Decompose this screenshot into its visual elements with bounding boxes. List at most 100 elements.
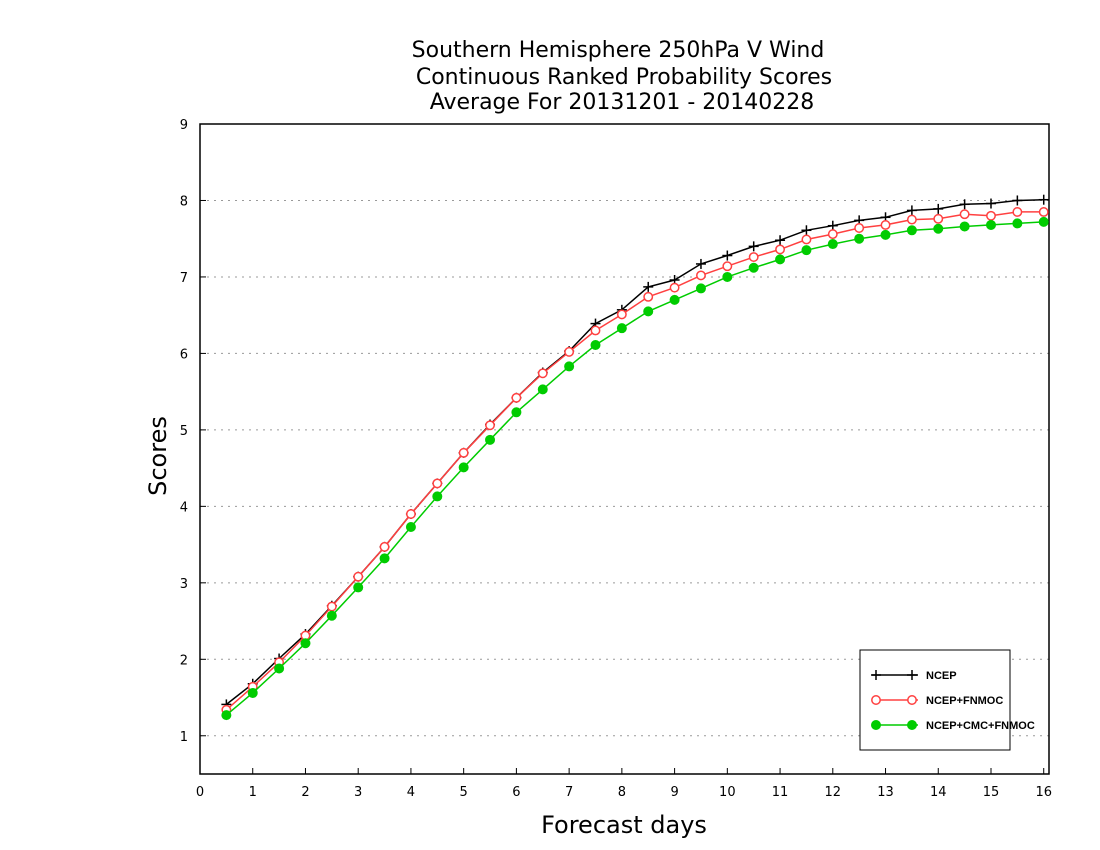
data-point <box>985 219 996 230</box>
data-point <box>669 282 680 293</box>
data-point <box>775 235 786 246</box>
x-tick-label: 12 <box>825 785 842 800</box>
data-point <box>511 407 522 418</box>
data-point <box>880 229 891 240</box>
data-point <box>906 205 917 216</box>
x-tick-label: 7 <box>565 785 573 800</box>
legend-label: NCEP+CMC+FNMOC <box>926 720 1035 732</box>
data-point <box>695 283 706 294</box>
data-point <box>748 241 759 252</box>
x-tick-label: 9 <box>670 785 678 800</box>
y-tick-label: 6 <box>180 347 188 362</box>
data-point <box>1038 194 1049 205</box>
data-point <box>405 522 416 532</box>
y-tick-label: 1 <box>180 730 188 745</box>
legend-entry: NCEP+FNMOC <box>871 695 1003 707</box>
data-point <box>1012 218 1023 229</box>
series-ncep <box>221 194 1049 710</box>
series-ncep-fnmoc <box>221 206 1049 715</box>
data-point <box>247 687 258 698</box>
data-point <box>300 638 311 649</box>
y-tick-label: 7 <box>180 271 188 286</box>
data-point <box>933 223 944 234</box>
legend-entry: NCEP <box>871 670 957 682</box>
data-point <box>353 571 364 582</box>
y-tick-label: 4 <box>180 500 188 515</box>
chart-title-line-3: Average For 20131201 - 20140228 <box>430 90 815 115</box>
x-axis-ticks: 0 1 2 3 4 5 6 7 8 9 10 11 12 13 14 15 16 <box>196 768 1052 800</box>
y-tick-label: 9 <box>180 118 188 133</box>
x-tick-label: 3 <box>354 785 362 800</box>
series-ncep-cmc-fnmoc <box>221 216 1049 721</box>
y-tick-label: 5 <box>180 424 188 439</box>
y-axis-ticks: 1 2 3 4 5 6 7 8 9 <box>180 118 206 745</box>
data-point <box>748 262 759 273</box>
data-point <box>933 203 944 214</box>
x-tick-label: 13 <box>877 785 894 800</box>
data-point <box>485 420 495 431</box>
data-point <box>827 239 838 250</box>
plot-area-frame <box>199 123 1050 775</box>
x-tick-label: 15 <box>983 785 1000 800</box>
data-point <box>748 252 759 263</box>
legend-marker <box>907 670 917 680</box>
data-point <box>959 221 970 232</box>
data-point <box>458 462 469 473</box>
data-point <box>986 210 996 221</box>
data-point <box>1038 216 1049 227</box>
x-tick-label: 14 <box>930 785 947 800</box>
data-point <box>485 434 496 445</box>
data-point <box>326 610 337 621</box>
legend-marker <box>907 720 917 730</box>
data-point <box>906 214 917 225</box>
data-point <box>722 271 733 282</box>
x-tick-label: 5 <box>460 785 468 800</box>
y-tick-label: 8 <box>180 194 188 209</box>
data-point <box>933 213 944 224</box>
x-tick-label: 2 <box>301 785 309 800</box>
series-line <box>225 198 1044 705</box>
series-lines <box>221 194 1049 721</box>
legend-label: NCEP <box>926 670 957 682</box>
x-tick-label: 6 <box>512 785 520 800</box>
data-point <box>511 392 522 403</box>
legend-label: NCEP+FNMOC <box>926 695 1003 707</box>
data-point <box>326 601 337 612</box>
x-tick-label: 8 <box>618 785 626 800</box>
data-point <box>827 229 838 240</box>
data-point <box>274 663 285 674</box>
data-point <box>696 270 706 281</box>
data-point <box>432 478 443 489</box>
chart-title: Southern Hemisphere 250hPa V Wind Contin… <box>412 38 833 115</box>
data-point <box>379 541 390 552</box>
legend-marker <box>871 695 881 705</box>
legend-entry: NCEP+CMC+FNMOC <box>871 720 1035 732</box>
data-point <box>722 261 733 272</box>
data-point <box>590 325 601 336</box>
data-point <box>801 225 812 236</box>
data-point <box>643 281 654 292</box>
data-point <box>722 250 733 261</box>
x-axis-label: Forecast days <box>541 811 707 839</box>
data-point <box>959 209 970 220</box>
data-point <box>616 309 627 320</box>
data-point <box>590 340 601 350</box>
series-line <box>225 221 1044 716</box>
data-point <box>827 220 838 231</box>
y-axis-label: Scores <box>144 416 172 496</box>
data-point <box>775 254 786 265</box>
data-point <box>775 244 786 255</box>
data-point <box>458 447 469 458</box>
data-point <box>854 233 865 244</box>
data-point <box>616 323 627 334</box>
data-point <box>1038 206 1049 217</box>
legend-marker <box>871 670 881 680</box>
data-point <box>669 294 680 305</box>
data-point <box>985 198 996 209</box>
data-point <box>379 553 390 564</box>
y-tick-label: 2 <box>180 653 188 668</box>
x-tick-label: 1 <box>249 785 257 800</box>
chart-title-line-2: Continuous Ranked Probability Scores <box>416 65 832 90</box>
data-point <box>959 199 970 210</box>
